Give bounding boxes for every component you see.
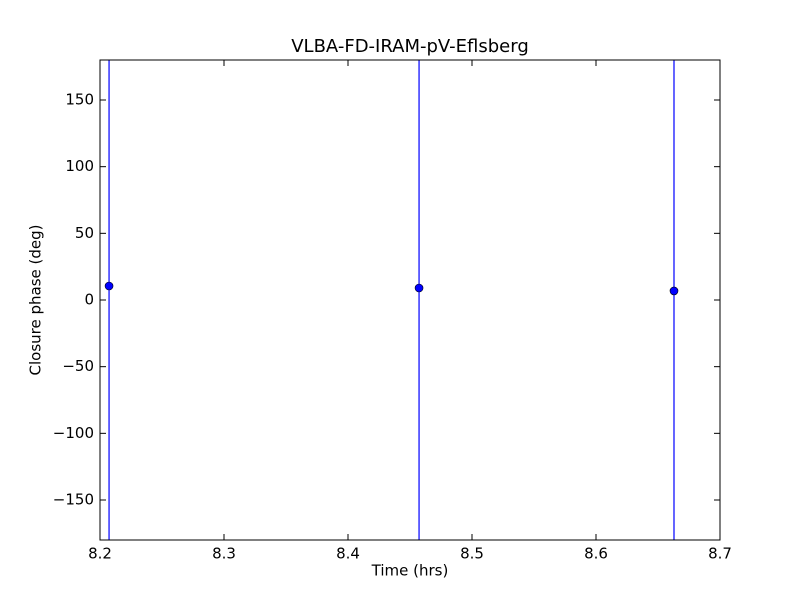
y-tick-label: 0 [84, 291, 94, 309]
y-tick-label: 100 [65, 157, 94, 175]
data-point [104, 281, 114, 291]
y-tick-label: 150 [65, 91, 94, 109]
x-tick-label: 8.6 [584, 545, 608, 563]
x-tick-label: 8.4 [336, 545, 360, 563]
data-point [414, 283, 424, 293]
y-tick-label: −100 [53, 424, 94, 442]
y-axis-label: Closure phase (deg) [27, 225, 45, 376]
x-tick-label: 8.7 [708, 545, 732, 563]
y-tick-label: −150 [53, 491, 94, 509]
data-point [669, 286, 679, 296]
x-tick-label: 8.5 [460, 545, 484, 563]
y-tick-label: 50 [75, 224, 94, 242]
x-tick-label: 8.2 [88, 545, 112, 563]
y-tick-label: −50 [62, 357, 94, 375]
chart-title: VLBA-FD-IRAM-pV-Eflsberg [291, 36, 529, 57]
x-axis-label: Time (hrs) [371, 562, 449, 580]
plot-area [104, 60, 679, 540]
x-tick-label: 8.3 [212, 545, 236, 563]
